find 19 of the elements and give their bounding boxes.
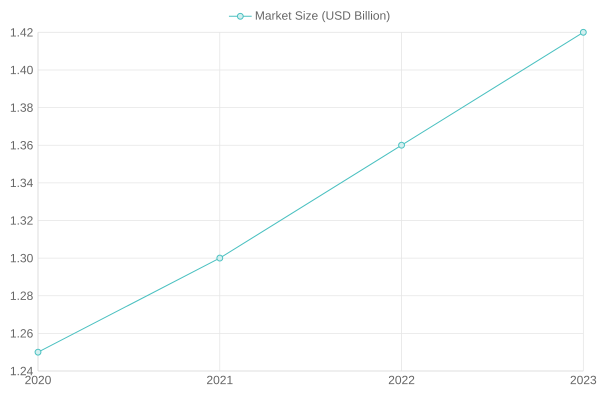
y-tick-label: 1.32	[10, 216, 33, 225]
y-tick-label: 1.42	[10, 28, 33, 37]
x-tick-label: 2020	[25, 376, 51, 384]
x-tick-label: 2022	[388, 376, 414, 384]
point	[398, 142, 405, 149]
y-tick-label: 1.26	[10, 329, 33, 338]
y-tick-label: 1.36	[10, 140, 33, 150]
point	[580, 28, 587, 36]
x-tick-label: 2021	[207, 376, 233, 384]
y-tick-label: 1.28	[10, 291, 33, 300]
y-tick-label: 1.24	[10, 366, 33, 376]
point	[216, 254, 224, 262]
y-tick-label: 1.40	[10, 66, 33, 74]
x-tick-label: 2023	[570, 376, 596, 384]
legend-label: Market Size (USD Billion)	[256, 10, 390, 22]
y-tick-label: 1.34	[10, 178, 33, 188]
y-tick-label: 1.30	[10, 254, 33, 262]
y-tick-label: 1.38	[10, 103, 33, 112]
point	[34, 348, 42, 356]
